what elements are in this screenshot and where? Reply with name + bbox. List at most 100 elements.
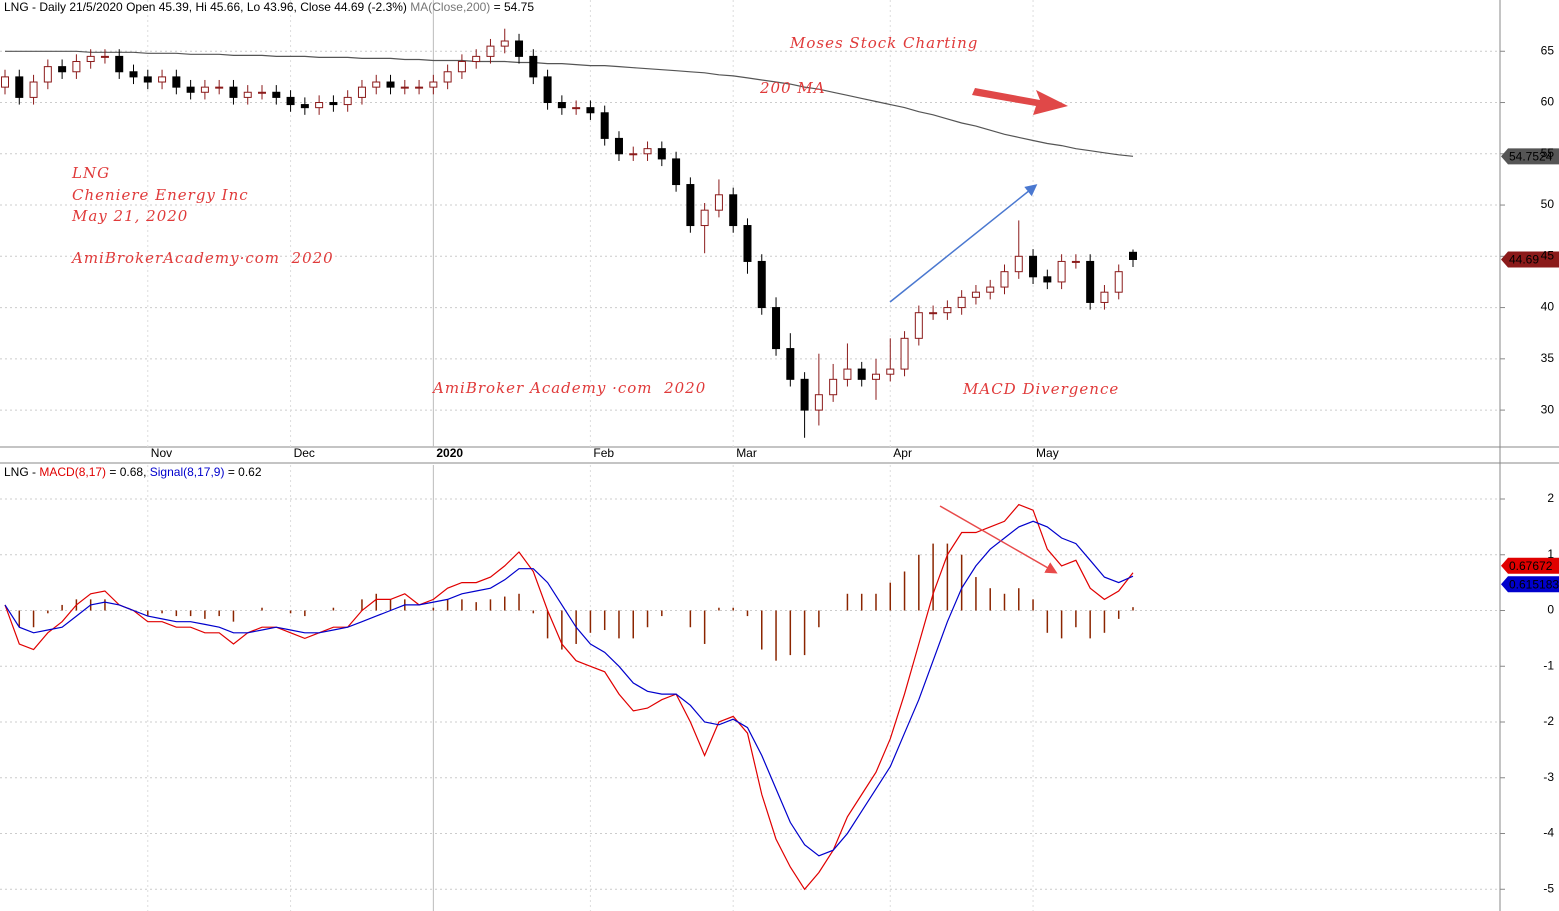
- value-tag-label: 0.67672: [1509, 559, 1553, 573]
- indicator-line: [4, 503, 1134, 891]
- candle-body: [315, 102, 324, 109]
- x-tick-label: Dec: [294, 446, 315, 460]
- x-tick-label: Nov: [151, 446, 172, 460]
- arrow: [972, 88, 1068, 115]
- y-tick-label: 0: [1547, 603, 1554, 617]
- candle-body: [215, 86, 224, 89]
- candle-body: [1000, 271, 1009, 288]
- y-tick-label: 35: [1541, 351, 1555, 365]
- value-tag: [1501, 576, 1559, 593]
- candle-body: [172, 76, 181, 88]
- x-tick-label: Mar: [736, 446, 757, 460]
- candle-body: [1086, 260, 1095, 303]
- candle-body: [729, 194, 738, 227]
- candle-body: [400, 86, 409, 89]
- candle-body: [115, 55, 124, 73]
- candle-body: [714, 194, 723, 211]
- ma-name: MA(Close,200): [410, 0, 490, 14]
- value-tag-label: 0.615183: [1509, 577, 1559, 591]
- annotation: MACD Divergence: [962, 380, 1119, 398]
- value-tag: [1501, 557, 1559, 574]
- title: LNG -: [4, 465, 36, 479]
- macd-header: LNG - MACD(8,17) = 0.68, Signal(8,17,9) …: [4, 465, 262, 479]
- y-tick-label: 30: [1541, 402, 1555, 416]
- y-tick-label: -3: [1543, 770, 1554, 784]
- arrow: [889, 184, 1038, 303]
- y-tick-label: 60: [1541, 95, 1555, 109]
- candle-body: [914, 312, 923, 339]
- value-tag-label: 44.69: [1509, 253, 1539, 267]
- candle-body: [300, 104, 309, 109]
- candle-body: [643, 148, 652, 155]
- grid: [0, 0, 1505, 911]
- candle-body: [543, 76, 552, 104]
- candle-body: [529, 55, 538, 78]
- candle-body: [372, 81, 381, 88]
- candle-body: [72, 61, 81, 73]
- annotation: May 21, 2020: [71, 207, 188, 225]
- candle-body: [158, 76, 167, 83]
- y-tick-label: 50: [1541, 197, 1555, 211]
- y-tick-label: -2: [1543, 714, 1554, 728]
- candle-body: [871, 373, 880, 380]
- candle-body: [129, 71, 138, 78]
- y-tick-label: -4: [1543, 826, 1554, 840]
- ma-line: [5, 50, 1134, 157]
- candle-body: [800, 378, 809, 411]
- candle-body: [971, 291, 980, 298]
- candle-body: [515, 40, 524, 57]
- candle-body: [557, 102, 566, 109]
- price-header: LNG - Daily 21/5/2020 Open 45.39, Hi 45.…: [4, 0, 534, 14]
- candle-body: [1, 76, 9, 88]
- candle-body: [1100, 291, 1109, 303]
- candle-body: [814, 394, 823, 411]
- marks: [1, 28, 1559, 891]
- annotation: AmiBrokerAcademy·com 2020: [70, 249, 334, 267]
- candle-body: [186, 86, 195, 93]
- candle-body: [472, 55, 481, 63]
- candle-body: [900, 337, 909, 370]
- y-tick-label: 55: [1541, 146, 1555, 160]
- candle-body: [143, 76, 152, 83]
- title: LNG - Daily 21/5/2020 Open 45.39, Hi 45.…: [4, 0, 407, 14]
- candle-body: [943, 307, 952, 314]
- y-tick-label: 1: [1547, 547, 1554, 561]
- candle-body: [29, 81, 38, 98]
- y-tick-label: 45: [1541, 248, 1555, 262]
- candle-body: [343, 96, 352, 106]
- candle-body: [857, 368, 866, 380]
- indicator-line: [4, 520, 1134, 857]
- candle-body: [686, 184, 695, 227]
- candle-body: [1071, 260, 1080, 263]
- signal-value: = 0.62: [228, 465, 262, 479]
- macd-value: = 0.68,: [109, 465, 146, 479]
- x-tick-label: Feb: [593, 446, 614, 460]
- candle-body: [1114, 271, 1123, 293]
- candle-body: [443, 71, 452, 83]
- macd-name: MACD(8,17): [39, 465, 106, 479]
- candle-body: [886, 368, 895, 375]
- candle-body: [743, 225, 752, 262]
- y-tick-label: 40: [1541, 300, 1555, 314]
- y-tick-label: -5: [1543, 881, 1554, 895]
- value-tag-label: 54.7524: [1509, 149, 1553, 163]
- candle-body: [929, 312, 938, 315]
- candle-body: [586, 107, 595, 114]
- candle-body: [1029, 255, 1038, 278]
- candle-body: [1057, 260, 1066, 283]
- candle-body: [772, 307, 781, 350]
- candle-body: [429, 81, 438, 88]
- candle-body: [286, 96, 295, 106]
- candle-body: [229, 86, 238, 98]
- annotation: Moses Stock Charting: [789, 34, 978, 52]
- candle-body: [614, 137, 623, 155]
- value-tag: [1501, 148, 1559, 165]
- candle-body: [15, 76, 24, 98]
- candle-body: [386, 81, 395, 88]
- candle-body: [329, 102, 338, 106]
- annotation: AmiBroker Academy ·com 2020: [431, 379, 706, 397]
- candle-body: [100, 55, 109, 58]
- candle-body: [500, 40, 509, 47]
